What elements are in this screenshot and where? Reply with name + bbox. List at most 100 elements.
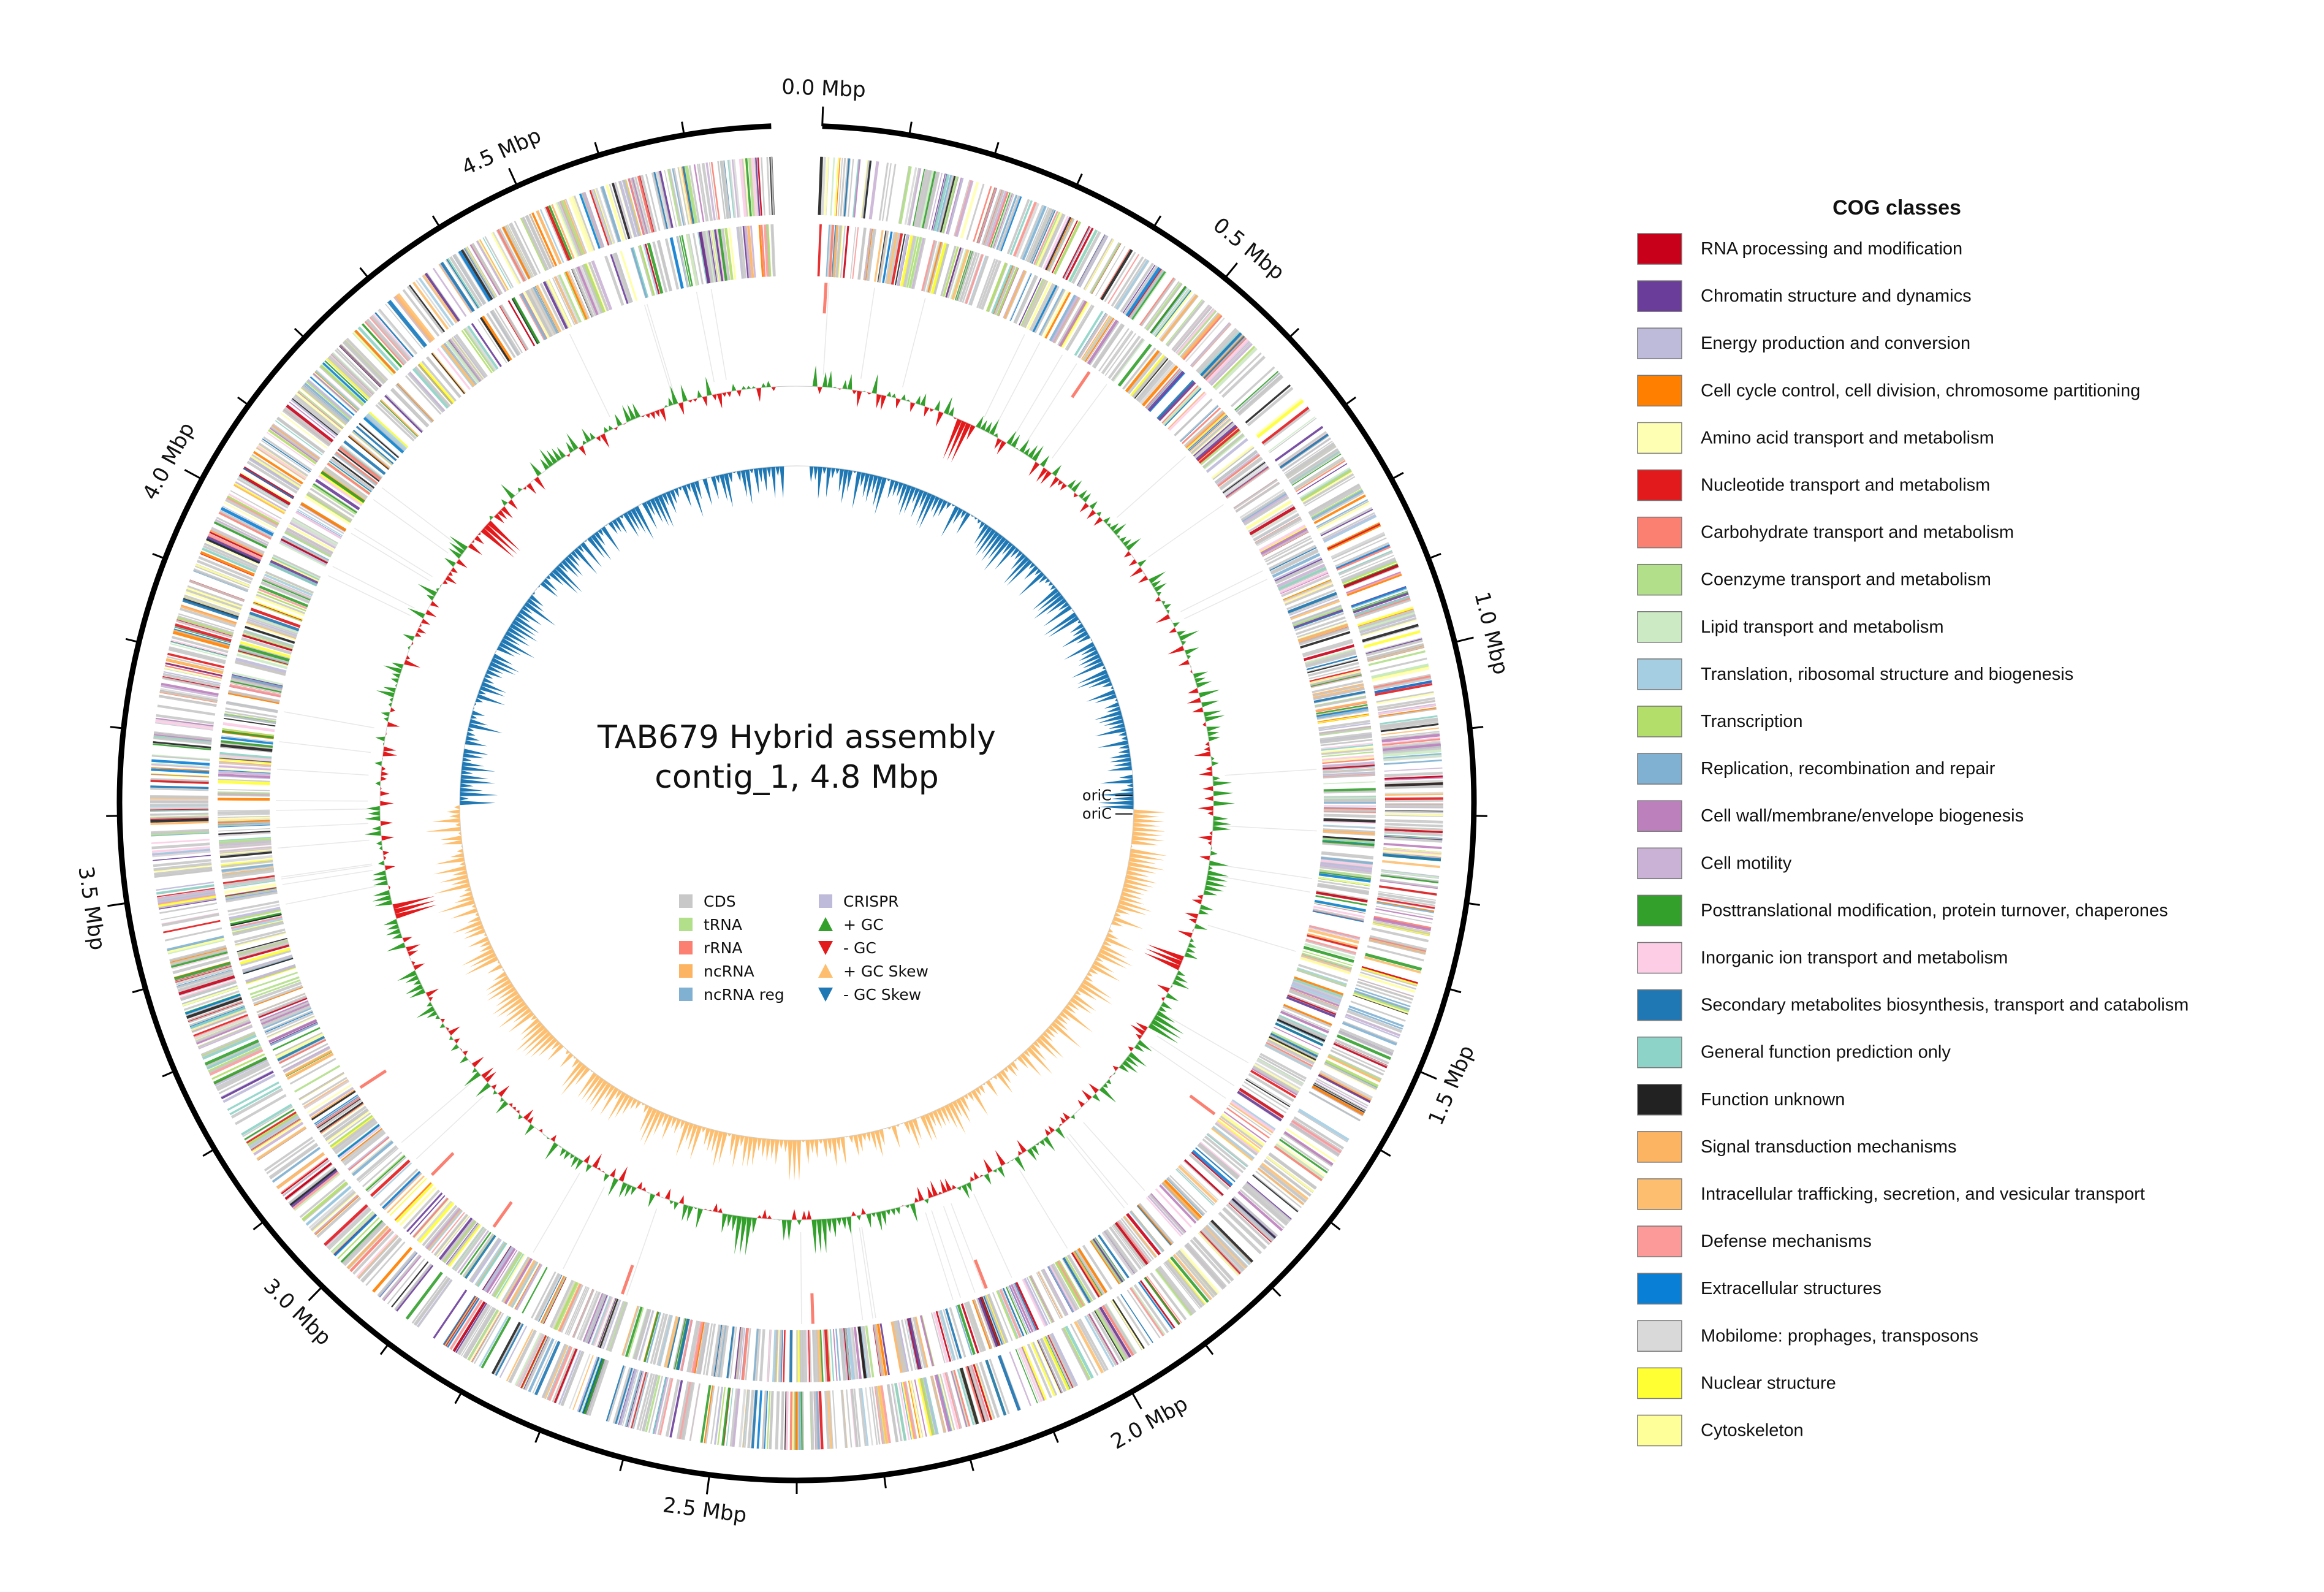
cds-feature [179, 977, 235, 996]
cds-feature [941, 176, 959, 234]
cds-feature [248, 615, 298, 634]
cds-feature [1255, 517, 1301, 544]
cds-feature [1313, 686, 1365, 699]
rrna-feature [359, 1069, 387, 1089]
cds-feature [1123, 265, 1159, 316]
cds-feature [1218, 1211, 1263, 1255]
cds-feature [905, 1318, 919, 1370]
cds-feature [1171, 304, 1210, 351]
cds-feature [1371, 663, 1429, 679]
cds-feature [919, 1315, 934, 1366]
cds-feature [310, 1190, 356, 1232]
cds-feature [436, 1215, 469, 1257]
cds-feature [164, 665, 222, 679]
cds-feature [702, 1323, 713, 1375]
misc-feature [286, 886, 376, 905]
cds-feature [395, 384, 433, 424]
cds-feature [1255, 1170, 1302, 1208]
cds-feature [1038, 288, 1065, 336]
cds-feature [1221, 1113, 1266, 1147]
cds-feature [462, 1306, 495, 1358]
cds-feature [758, 224, 764, 277]
cds-feature [1047, 1335, 1074, 1388]
cds-feature [221, 736, 273, 745]
cds-feature [1302, 641, 1354, 658]
cds-feature [802, 1330, 806, 1382]
cds-feature [1211, 1127, 1253, 1161]
cds-feature [1308, 928, 1359, 944]
cds-feature [1312, 491, 1365, 522]
cds-feature [496, 229, 526, 282]
cds-feature [267, 1015, 316, 1038]
cds-reverse-track [218, 224, 1377, 1383]
cds-feature [414, 1199, 450, 1240]
cds-feature [1288, 993, 1337, 1014]
cds-feature [247, 618, 297, 637]
cds-feature [1025, 207, 1049, 262]
cds-feature [178, 973, 235, 993]
cds-feature [337, 1124, 380, 1158]
cds-feature [1133, 272, 1167, 321]
tick-label: 3.5 Mbp [73, 865, 110, 952]
cds-feature [876, 1323, 887, 1376]
cds-feature [990, 192, 1011, 248]
cds-feature [1278, 1138, 1328, 1174]
cds-feature [194, 1016, 249, 1040]
cds-feature [479, 238, 509, 291]
cds-feature [1294, 976, 1344, 996]
misc-feature [276, 823, 368, 829]
cds-feature [418, 1202, 455, 1244]
cds-feature [836, 225, 842, 278]
cds-feature [1384, 819, 1443, 823]
cds-feature [1212, 345, 1256, 389]
cds-feature [705, 1385, 715, 1444]
cds-feature [285, 1163, 332, 1200]
cds-feature [391, 1261, 429, 1308]
cds-feature [387, 1175, 425, 1214]
cds-feature [234, 483, 286, 513]
cds-feature [268, 1019, 317, 1043]
cds-feature [243, 631, 294, 648]
cds-feature [1242, 1186, 1288, 1225]
cds-feature [1342, 560, 1397, 584]
cds-feature [705, 230, 716, 283]
cds-feature [959, 1368, 976, 1425]
minor-tick [379, 1343, 390, 1355]
cog-swatch [1637, 327, 1682, 359]
cds-feature [828, 224, 835, 277]
misc-feature [563, 1186, 605, 1270]
cds-feature [151, 842, 210, 850]
title-line-1: TAB679 Hybrid assembly [597, 719, 996, 756]
cds-feature [1317, 882, 1370, 894]
cds-feature [843, 158, 850, 217]
cds-feature [1382, 737, 1440, 746]
cds-feature [1333, 1043, 1388, 1068]
cds-feature [922, 1377, 936, 1435]
cds-feature [182, 599, 239, 620]
cds-feature [644, 1311, 659, 1363]
cds-feature [588, 1295, 609, 1344]
cds-feature [997, 1355, 1021, 1411]
cds-feature [493, 1251, 523, 1298]
cds-feature [377, 1251, 417, 1297]
cds-feature [1320, 859, 1373, 867]
cds-feature [200, 1031, 256, 1056]
cds-feature [676, 1319, 690, 1371]
cds-feature [298, 506, 344, 535]
cds-feature [577, 265, 599, 316]
cds-feature [985, 191, 1008, 247]
cds-feature [346, 1225, 389, 1270]
cds-feature [1214, 347, 1258, 390]
cds-feature [930, 243, 947, 294]
major-tick [308, 1285, 324, 1301]
cds-feature [1339, 1027, 1394, 1053]
cds-feature [1126, 1213, 1161, 1255]
cds-feature [908, 168, 922, 226]
feature-legend-label: - GC Skew [843, 986, 921, 1004]
cds-feature [424, 272, 460, 322]
cds-feature [959, 252, 978, 303]
cds-feature [316, 1197, 362, 1238]
minor-tick [431, 215, 441, 228]
cds-feature [167, 652, 225, 669]
cds-feature [761, 157, 765, 216]
